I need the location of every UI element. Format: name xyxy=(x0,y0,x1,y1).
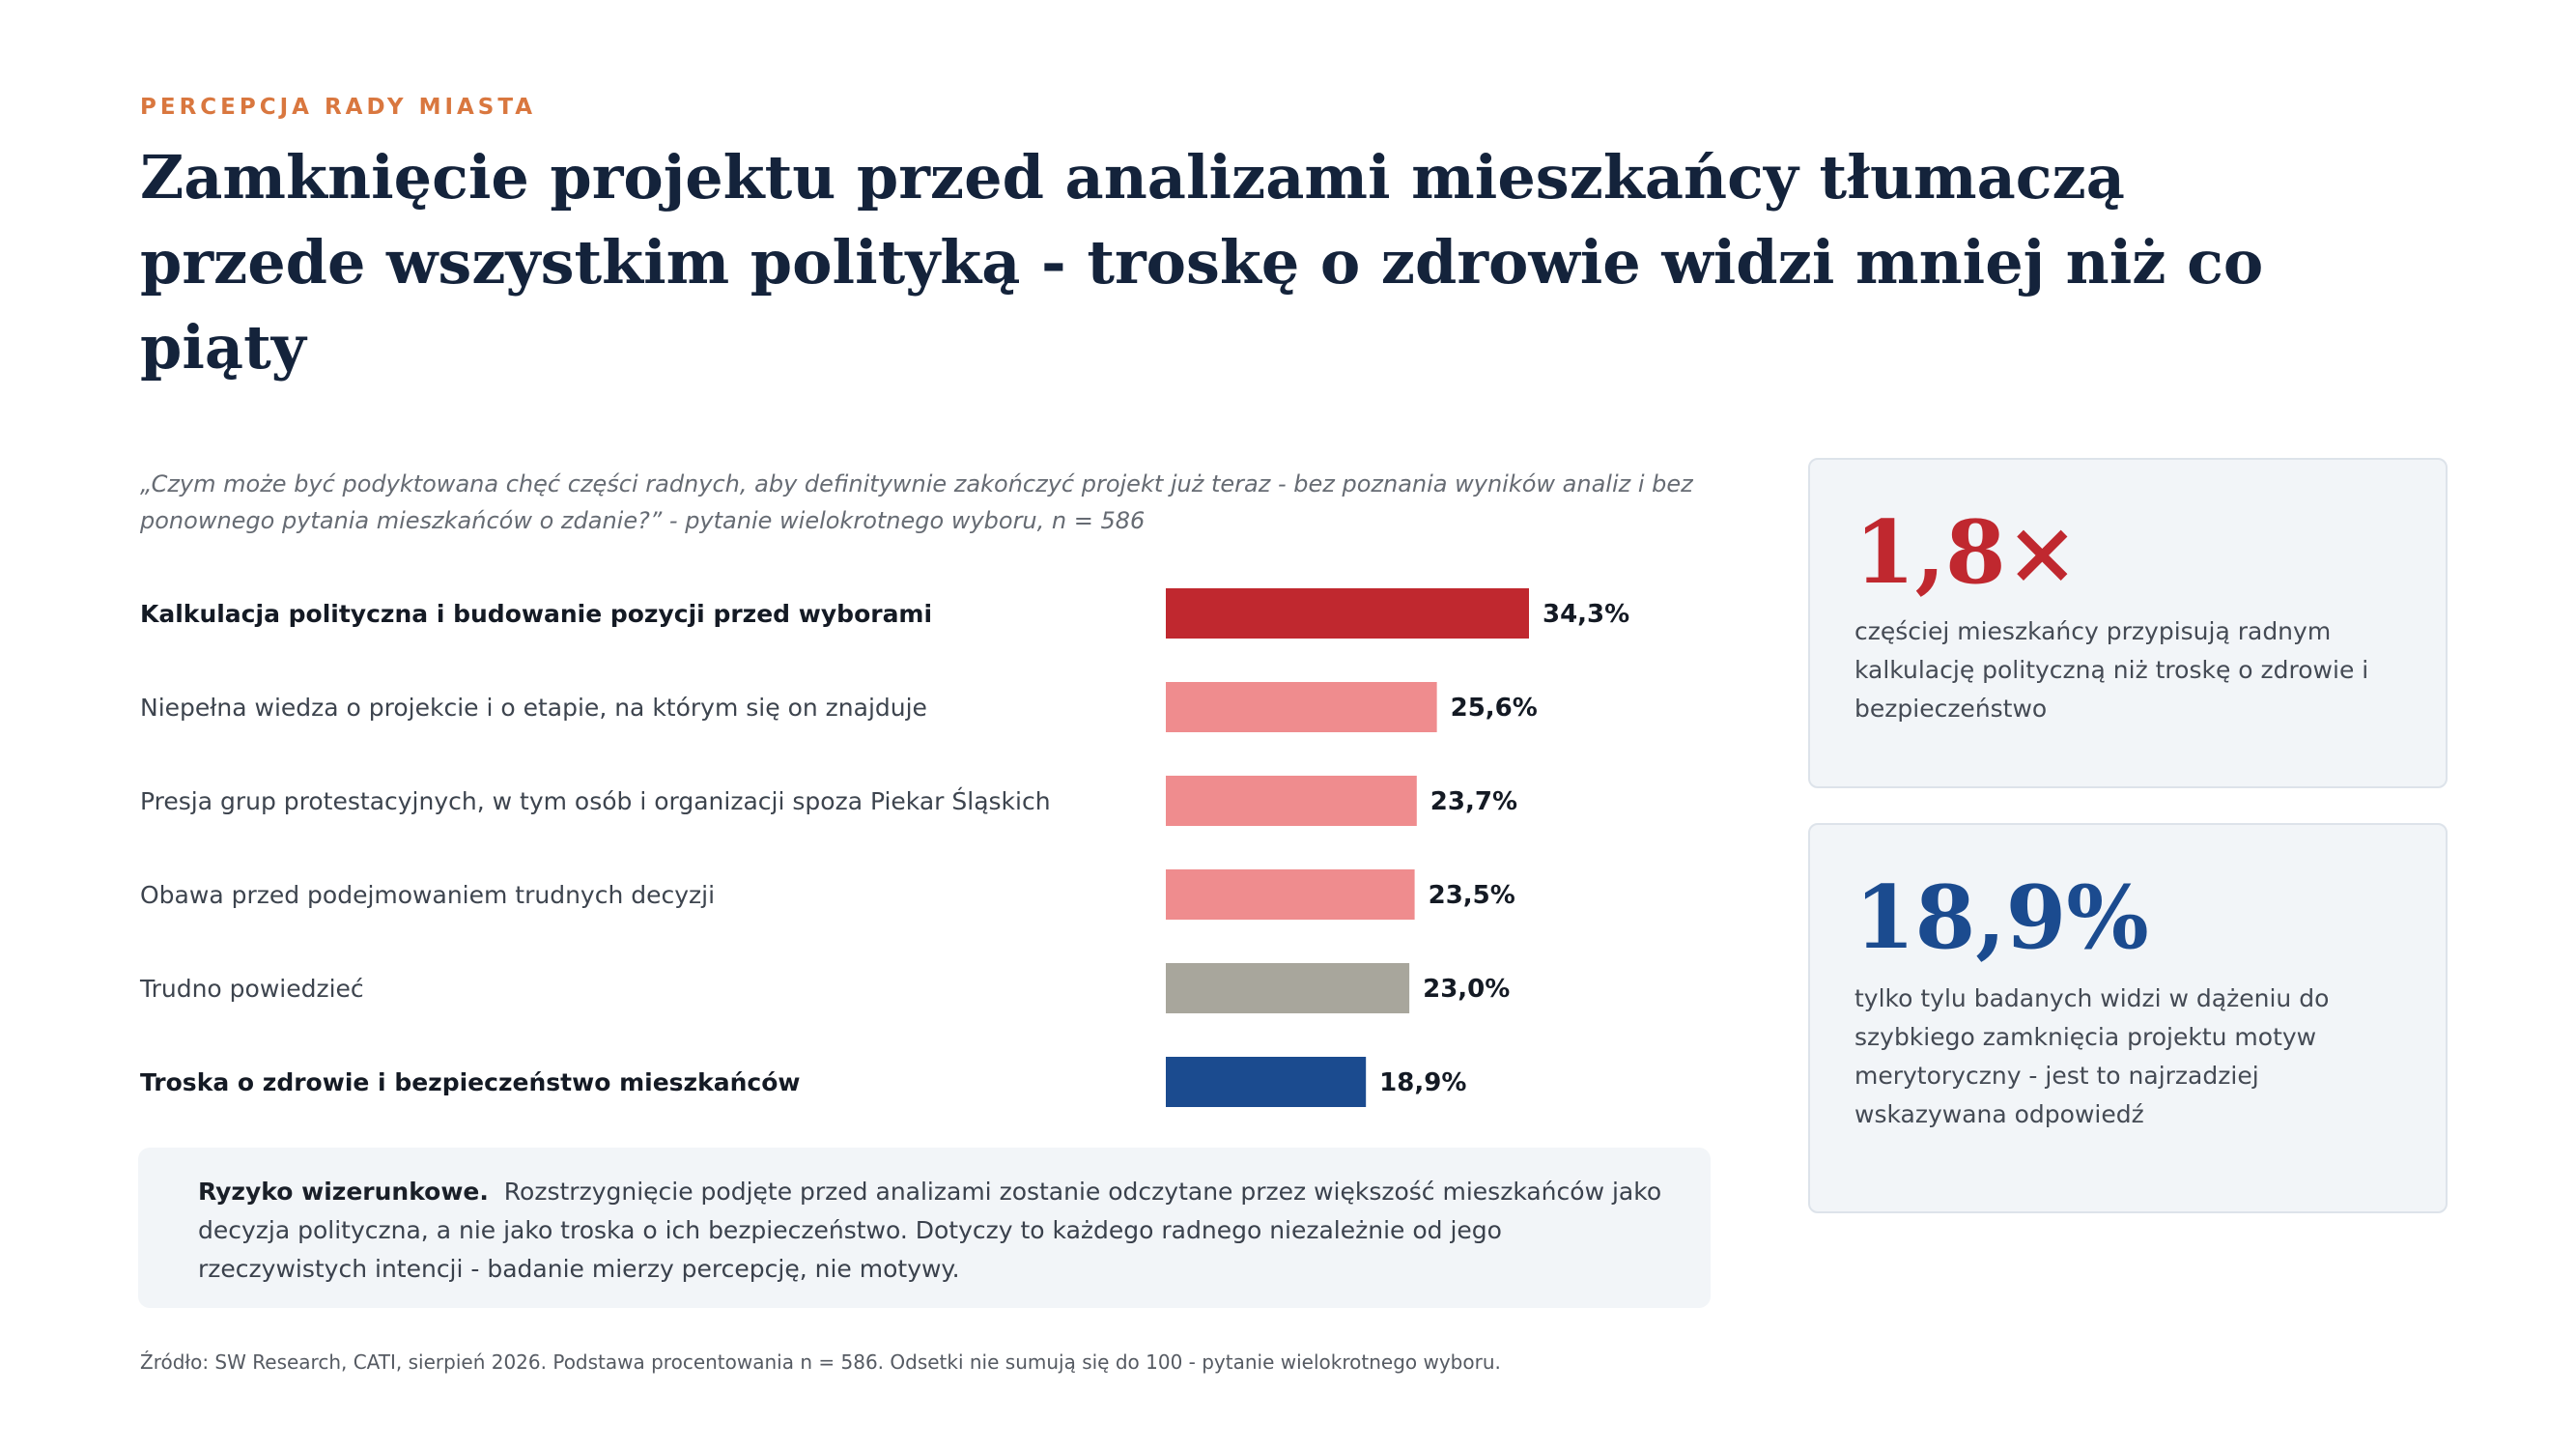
bar xyxy=(1166,963,1410,1013)
value-label: 23,0% xyxy=(1423,975,1510,1004)
value-label: 23,5% xyxy=(1429,881,1515,910)
stat-ratio-value: 1,8× xyxy=(1854,501,2079,604)
stat-card-share: 18,9% tylko tylu badanych widzi w dążeni… xyxy=(1808,823,2448,1213)
category-label: Trudno powiedzieć xyxy=(139,975,364,1003)
stat-share-value: 18,9% xyxy=(1854,867,2149,969)
stat-card-ratio: 1,8× częściej mieszkańcy przypisują radn… xyxy=(1808,458,2448,788)
value-label: 23,7% xyxy=(1430,787,1517,816)
bar-chart: Kalkulacja polityczna i budowanie pozycj… xyxy=(139,588,1629,1107)
source-note: Źródło: SW Research, CATI, sierpień 2026… xyxy=(140,1350,1501,1374)
category-label: Troska o zdrowie i bezpieczeństwo mieszk… xyxy=(140,1068,800,1096)
bar xyxy=(1166,682,1437,732)
category-label: Kalkulacja polityczna i budowanie pozycj… xyxy=(140,600,932,628)
stat-share-text: tylko tylu badanych widzi w dążeniu do s… xyxy=(1854,984,2330,1128)
value-label: 25,6% xyxy=(1451,694,1538,723)
category-label: Presja grup protestacyjnych, w tym osób … xyxy=(140,786,1051,815)
stat-ratio-text: częściej mieszkańcy przypisują radnym ka… xyxy=(1854,617,2369,723)
page-title: Zamknięcie projektu przed analizami mies… xyxy=(140,142,2264,383)
bar xyxy=(1166,588,1529,639)
value-label: 18,9% xyxy=(1379,1068,1466,1097)
risk-label: Ryzyko wizerunkowe. xyxy=(198,1178,489,1206)
bar xyxy=(1166,869,1415,920)
category-label: Obawa przed podejmowaniem trudnych decyz… xyxy=(140,881,715,909)
bar xyxy=(1166,776,1417,826)
value-label: 34,3% xyxy=(1543,600,1629,629)
risk-callout: Ryzyko wizerunkowe. Rozstrzygnięcie podj… xyxy=(138,1148,1711,1308)
category-label: Niepełna wiedza o projekcie i o etapie, … xyxy=(140,694,927,722)
bar xyxy=(1166,1057,1367,1107)
survey-question: „Czym może być podyktowana chęć części r… xyxy=(140,470,1693,534)
section-eyebrow: PERCEPCJA RADY MIASTA xyxy=(140,95,537,120)
risk-text: Ryzyko wizerunkowe. Rozstrzygnięcie podj… xyxy=(198,1173,1666,1289)
risk-body: Rozstrzygnięcie podjęte przed analizami … xyxy=(198,1178,1662,1283)
